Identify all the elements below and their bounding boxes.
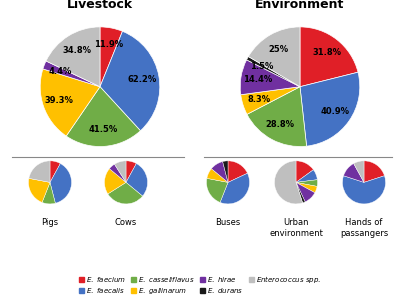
Wedge shape	[66, 87, 140, 147]
Text: 34.8%: 34.8%	[62, 46, 92, 55]
Text: 1.5%: 1.5%	[250, 62, 274, 71]
Wedge shape	[207, 169, 228, 182]
Text: Urban
environment: Urban environment	[269, 218, 323, 238]
Text: Cows: Cows	[115, 218, 137, 227]
Wedge shape	[296, 182, 315, 202]
Wedge shape	[274, 161, 303, 204]
Wedge shape	[104, 169, 126, 194]
Wedge shape	[220, 173, 250, 204]
Text: 39.3%: 39.3%	[45, 96, 74, 105]
Text: 62.2%: 62.2%	[128, 74, 157, 83]
Wedge shape	[29, 161, 50, 182]
Text: Hands of
passangers: Hands of passangers	[340, 218, 388, 238]
Wedge shape	[296, 182, 305, 203]
Text: 8.3%: 8.3%	[248, 95, 270, 104]
Text: 4.4%: 4.4%	[48, 66, 72, 76]
Wedge shape	[42, 182, 55, 204]
Wedge shape	[248, 27, 300, 87]
Wedge shape	[212, 161, 228, 182]
Text: 28.8%: 28.8%	[265, 120, 294, 129]
Wedge shape	[228, 161, 248, 182]
Wedge shape	[344, 164, 364, 182]
Wedge shape	[40, 69, 100, 136]
Wedge shape	[28, 179, 50, 202]
Wedge shape	[100, 27, 122, 87]
Wedge shape	[110, 164, 126, 182]
Legend: $\it{E.\ faecium}$, $\it{E.\ faecalis}$, $\it{E.\ casseliflavus}$, $\it{E.\ gall: $\it{E.\ faecium}$, $\it{E.\ faecalis}$,…	[79, 274, 321, 295]
Title: Livestock: Livestock	[67, 0, 133, 11]
Wedge shape	[43, 61, 100, 87]
Wedge shape	[247, 87, 306, 147]
Wedge shape	[296, 182, 317, 193]
Wedge shape	[354, 161, 364, 182]
Wedge shape	[50, 161, 60, 182]
Wedge shape	[296, 180, 318, 186]
Wedge shape	[296, 161, 314, 182]
Wedge shape	[300, 72, 360, 146]
Wedge shape	[241, 87, 300, 114]
Wedge shape	[50, 164, 72, 203]
Text: Buses: Buses	[215, 218, 241, 227]
Wedge shape	[364, 161, 384, 182]
Wedge shape	[240, 60, 300, 95]
Wedge shape	[296, 170, 317, 182]
Wedge shape	[100, 31, 160, 131]
Wedge shape	[46, 27, 100, 87]
Wedge shape	[206, 179, 228, 202]
Wedge shape	[246, 57, 300, 87]
Wedge shape	[300, 27, 358, 87]
Text: 11.9%: 11.9%	[94, 40, 123, 49]
Text: 25%: 25%	[268, 45, 289, 54]
Wedge shape	[126, 161, 136, 182]
Wedge shape	[342, 176, 386, 204]
Text: 41.5%: 41.5%	[88, 125, 118, 134]
Text: 31.8%: 31.8%	[312, 48, 341, 57]
Wedge shape	[126, 164, 148, 196]
Wedge shape	[114, 161, 126, 182]
Title: Environment: Environment	[255, 0, 345, 11]
Wedge shape	[223, 161, 228, 182]
Text: 14.4%: 14.4%	[243, 75, 272, 84]
Text: 40.9%: 40.9%	[321, 107, 350, 116]
Text: Pigs: Pigs	[42, 218, 58, 227]
Wedge shape	[108, 182, 142, 204]
